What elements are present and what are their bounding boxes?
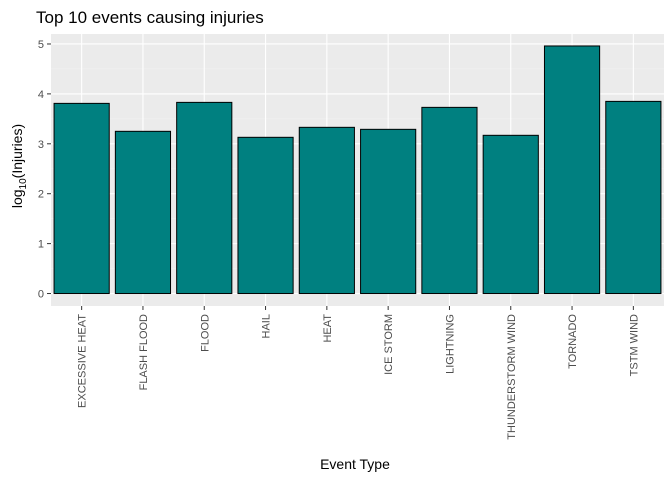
bar: [543, 45, 601, 295]
x-tick-label: EXCESSIVE HEAT: [77, 314, 89, 408]
y-tick-label: 1: [38, 239, 44, 251]
y-tick-label: 0: [38, 289, 44, 301]
bar: [237, 136, 294, 295]
y-axis-title-subscript: 10: [18, 178, 29, 190]
bars: [53, 45, 662, 295]
chart-title: Top 10 events causing injuries: [36, 8, 264, 27]
y-axis-title-main: log: [9, 189, 25, 208]
bar: [114, 130, 172, 295]
y-tick-label: 5: [38, 39, 44, 51]
x-tick-label: THUNDERSTORM WIND: [506, 314, 518, 440]
x-tick-label: HEAT: [322, 314, 334, 343]
bar: [298, 126, 355, 295]
y-axis-title: log10(Injuries): [9, 124, 29, 208]
x-tick-label: FLASH FLOOD: [138, 314, 150, 390]
bar: [53, 102, 110, 295]
x-tick-label: TORNADO: [567, 314, 579, 369]
y-axis-title-rest: (Injuries): [9, 124, 25, 178]
bar: [605, 100, 662, 295]
y-tick-label: 4: [38, 89, 44, 101]
bar: [360, 128, 417, 295]
y-axis-ticks: 0 1 2 3 4 5: [38, 39, 51, 301]
x-tick-label: TSTM WIND: [628, 314, 640, 376]
x-axis-title: Event Type: [320, 456, 390, 472]
bar: [421, 106, 478, 295]
y-tick-label: 2: [38, 189, 44, 201]
bar: [176, 101, 233, 295]
x-axis-ticks: EXCESSIVE HEAT FLASH FLOOD FLOOD HAIL HEAT IC…: [77, 306, 640, 440]
bar: [482, 134, 539, 295]
x-tick-label: FLOOD: [199, 314, 211, 352]
x-tick-label: ICE STORM: [383, 314, 395, 375]
x-tick-label: LIGHTNING: [444, 314, 456, 374]
x-tick-label: HAIL: [261, 314, 273, 338]
y-tick-label: 3: [38, 139, 44, 151]
